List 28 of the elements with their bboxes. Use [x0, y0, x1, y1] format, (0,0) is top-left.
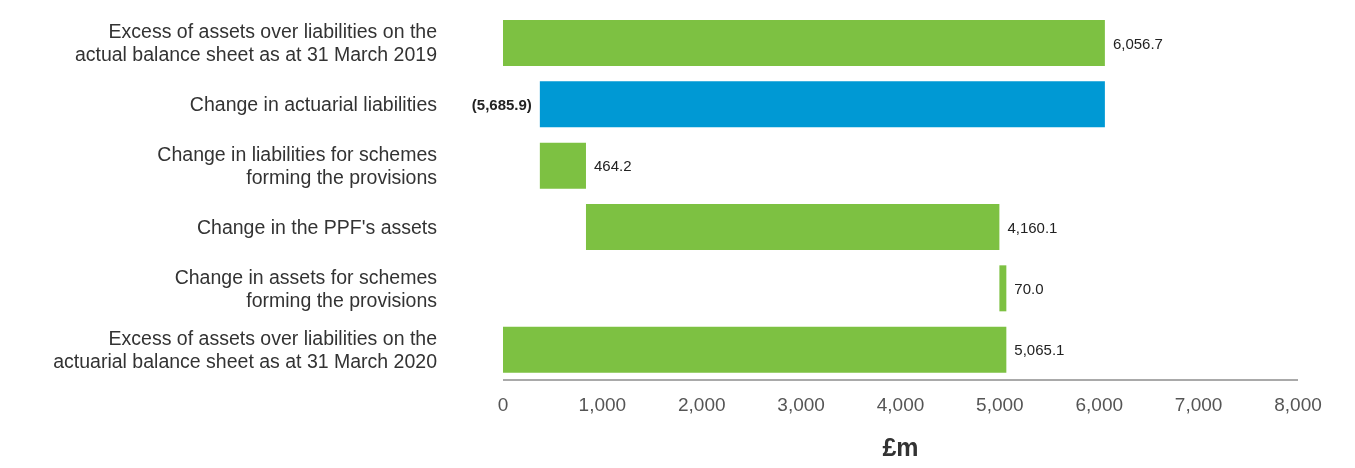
bar: [503, 20, 1105, 66]
y-tick-label: Excess of assets over liabilities on the actual balance sheet as at 31 March 2019: [74, 20, 437, 66]
data-label: 6,056.7: [1112, 34, 1163, 52]
bar: [503, 326, 1007, 373]
y-tick-label: Change in liabilities for schemes forming the provisions: [157, 142, 438, 188]
x-tick-label: 2,000: [677, 394, 726, 416]
bar: [585, 204, 1000, 250]
y-tick-label: Change in the PPF's assets: [196, 215, 438, 238]
x-axis-title: £m: [882, 432, 919, 461]
y-tick-label: Change in assets for schemes forming the provisions: [174, 265, 438, 311]
x-tick-label: 3,000: [777, 394, 825, 416]
y-tick-label: Excess of assets over liabilities on the actuarial balance sheet as at 31 March 2020: [53, 326, 438, 372]
data-label: 464.2: [593, 157, 632, 175]
x-tick-label: 6,000: [1075, 394, 1124, 416]
data-label: 70.0: [1014, 279, 1044, 297]
x-tick-label: 5,000: [976, 394, 1024, 416]
data-label: 5,065.1: [1014, 341, 1065, 359]
bar: [539, 81, 1105, 128]
bar: [539, 142, 586, 189]
x-tick-label: 7,000: [1174, 394, 1223, 416]
bar: [999, 265, 1007, 312]
x-tick-label: 1,000: [578, 394, 627, 416]
data-label: 4,160.1: [1007, 218, 1058, 236]
y-tick-label: Change in actuarial liabilities: [189, 93, 438, 115]
x-tick-label: 0: [497, 394, 509, 416]
x-tick-label: 8,000: [1274, 394, 1322, 416]
data-label: (5,685.9): [471, 95, 532, 113]
x-tick-label: 4,000: [876, 394, 925, 416]
